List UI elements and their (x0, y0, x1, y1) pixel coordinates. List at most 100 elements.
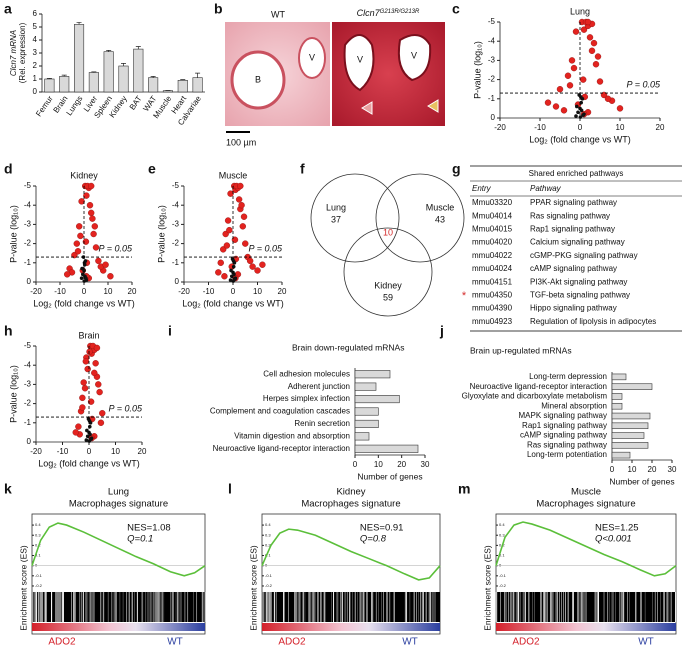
arrowhead (361, 101, 373, 115)
chart-title: Kidney (336, 487, 365, 498)
set-name: Kidney (374, 280, 402, 290)
venn-circle (310, 173, 400, 263)
y-tick-label: -2 (24, 399, 32, 408)
y-tick-label: cAMP signaling pathway (520, 431, 607, 440)
point (90, 230, 97, 238)
error-bar (76, 22, 82, 25)
point (87, 419, 92, 423)
y-tick-label: 0 (35, 563, 38, 568)
hits-bg (262, 592, 440, 622)
region-label: V (411, 50, 417, 60)
point (254, 267, 261, 274)
y-tick-label: -1 (488, 94, 496, 103)
point (79, 394, 86, 402)
y-tick-label: Vitamin digestion and absorption (234, 431, 350, 440)
y-tick-label: -0.1 (499, 573, 507, 578)
point (570, 64, 578, 72)
chart-subtitle: Macrophages signature (69, 499, 168, 510)
y-tick-label: -3 (172, 220, 180, 229)
y-tick-label: 0 (33, 87, 38, 96)
bronchus (230, 50, 286, 110)
table-cell: PPAR signaling pathway (530, 198, 617, 207)
point (574, 114, 578, 118)
region-label: B (255, 74, 261, 84)
point (594, 53, 602, 60)
y-tick-label: 0.4 (265, 522, 271, 527)
point (552, 103, 560, 110)
frame (31, 513, 206, 635)
y-tick-label: 0 (499, 563, 502, 568)
annotation: Q=0.1 (127, 534, 153, 545)
point (80, 266, 84, 271)
table-cell: mmu04024 (472, 264, 513, 273)
arrowhead (427, 99, 439, 113)
point (584, 18, 592, 26)
y-tick-label: Neuroactive ligand-receptor interaction (213, 444, 350, 453)
error-bar (135, 46, 141, 50)
y-tick-label: -4 (24, 200, 32, 209)
y-axis-label: (Rel. expression) (18, 22, 27, 83)
x-tick-label: 10 (616, 123, 625, 132)
y-tick-label: 6 (33, 9, 38, 18)
x-axis-label: Log₂ (fold change vs WT) (182, 298, 284, 308)
y-tick-label: -2 (24, 239, 32, 248)
y-axis-label: Enrichment score (ES) (482, 545, 492, 631)
y-tick-label: -2 (172, 239, 180, 248)
y-tick-label: -1 (172, 258, 180, 267)
table-cell: cGMP-PKG signaling pathway (530, 251, 638, 260)
y-tick-label: Adherent junction (288, 382, 350, 391)
point (229, 268, 233, 273)
x-tick-label: -20 (494, 123, 506, 132)
scale-label: 100 µm (226, 137, 256, 147)
y-tick-label: Herpes simplex infection (263, 394, 350, 403)
bar (133, 48, 144, 93)
point (235, 196, 243, 203)
point (78, 198, 85, 205)
y-tick-label: Ras signaling pathway (527, 440, 607, 449)
point (84, 276, 88, 280)
bar (148, 77, 159, 93)
y-tick-label: 0.1 (499, 553, 505, 558)
point (82, 238, 90, 245)
x-tick-label: 20 (648, 465, 657, 474)
pathways-table: Shared enriched pathways Entry Pathway * (462, 165, 682, 302)
rank-bar (262, 623, 440, 631)
error-bar (150, 76, 156, 78)
panel-label: c (452, 1, 460, 17)
y-tick-label: -0.2 (35, 583, 43, 588)
point (99, 410, 106, 417)
point (590, 39, 598, 47)
panel-label: j (439, 323, 444, 339)
chart-title: Lung (570, 6, 590, 16)
error-bar (46, 78, 52, 79)
point (85, 428, 89, 433)
point (600, 91, 608, 99)
y-tick-label: 0.4 (35, 522, 41, 527)
genotype: G213R/G213R (380, 9, 420, 15)
x-tick-label: 20 (278, 287, 287, 296)
point (80, 379, 87, 386)
point (217, 259, 224, 266)
point (566, 82, 574, 89)
point (564, 72, 572, 79)
y-axis-label: P-value (log₁₀) (8, 205, 18, 263)
x-axis-label: Number of genes (609, 476, 674, 486)
y-tick-label: 0.1 (265, 553, 271, 558)
y-tick-label: -5 (488, 17, 496, 26)
point (93, 344, 101, 352)
point (221, 273, 228, 280)
point (568, 57, 576, 64)
x-tick-label: 30 (668, 465, 677, 474)
x-tick-label: -10 (57, 447, 69, 456)
point (107, 273, 114, 280)
point (87, 424, 92, 429)
point (63, 271, 71, 278)
point (87, 398, 95, 405)
x-axis-label: Number of genes (357, 471, 422, 481)
point (572, 28, 580, 35)
x-tick-label: 10 (104, 287, 113, 296)
y-axis-label: P-value (log₁₀) (472, 41, 482, 99)
point (84, 365, 91, 373)
gene: Clcn7 (357, 8, 381, 18)
